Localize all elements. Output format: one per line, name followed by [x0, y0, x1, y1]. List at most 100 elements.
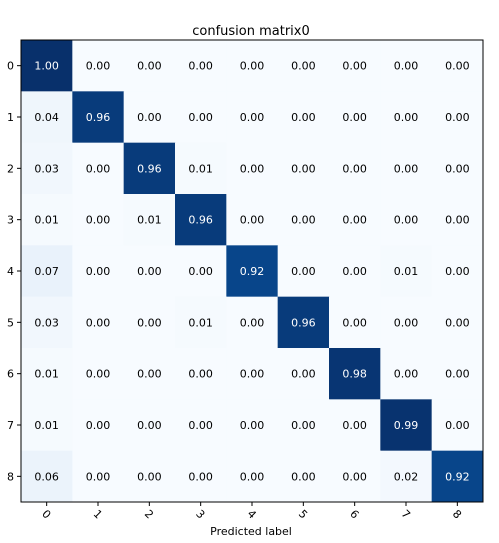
cell-value-label: 0.00 — [394, 111, 419, 124]
heatmap-cell-r3-c5 — [277, 194, 330, 246]
heatmap-cell-r7-c5 — [277, 399, 330, 452]
heatmap-cell-r0-c1 — [72, 40, 125, 92]
cell-value-label: 0.00 — [240, 470, 265, 483]
heatmap-cell-r7-c7 — [380, 399, 433, 452]
cell-value-label: 0.92 — [240, 265, 265, 278]
y-tick-label: 8 — [7, 470, 14, 483]
cell-value-label: 0.01 — [137, 214, 162, 227]
heatmap-cell-r2-c5 — [277, 142, 330, 195]
cell-value-label: 0.92 — [445, 470, 470, 483]
cell-value-label: 0.00 — [342, 162, 367, 175]
heatmap-cell-r4-c3 — [175, 245, 227, 298]
cell-value-label: 0.01 — [34, 419, 59, 432]
cell-value-label: 0.00 — [240, 214, 265, 227]
heatmap-cell-r5-c1 — [72, 296, 125, 349]
cell-value-label: 0.00 — [342, 214, 367, 227]
cell-value-label: 0.04 — [34, 111, 59, 124]
chart-title: confusion matrix0 — [192, 24, 310, 39]
cell-value-label: 0.00 — [240, 316, 265, 329]
x-tick-label: 0 — [39, 507, 53, 521]
cell-value-label: 0.00 — [86, 470, 111, 483]
cell-value-label: 0.00 — [240, 162, 265, 175]
heatmap-cell-r4-c8 — [431, 245, 484, 298]
heatmap-cell-r8-c0 — [21, 450, 73, 503]
heatmap-cell-r7-c2 — [123, 399, 176, 452]
heatmap-cell-r3-c8 — [431, 194, 484, 246]
cell-value-label: 0.00 — [394, 60, 419, 73]
cell-value-label: 0.00 — [86, 265, 111, 278]
cell-value-label: 0.00 — [291, 265, 316, 278]
cell-value-label: 0.00 — [240, 368, 265, 381]
cell-value-label: 0.01 — [394, 265, 419, 278]
heatmap-cell-r5-c2 — [123, 296, 176, 349]
heatmap-cell-r6-c1 — [72, 348, 125, 400]
y-tick-label: 5 — [7, 316, 14, 329]
heatmap-cell-r0-c2 — [123, 40, 176, 92]
cell-value-label: 0.00 — [291, 111, 316, 124]
cell-value-label: 0.00 — [188, 265, 213, 278]
heatmap-cell-r6-c5 — [277, 348, 330, 400]
cell-value-label: 0.00 — [188, 470, 213, 483]
cell-value-label: 0.00 — [291, 60, 316, 73]
cell-value-label: 0.98 — [342, 368, 367, 381]
cell-value-label: 0.99 — [394, 419, 419, 432]
heatmap-cell-labels: 1.00 0.00 0.00 0.00 0.00 0.00 0.00 0.00 0.00 0.04… — [34, 60, 469, 484]
heatmap-cell-r8-c2 — [123, 450, 176, 503]
heatmap-cell-r7-c6 — [329, 399, 381, 452]
cell-value-label: 0.00 — [188, 60, 213, 73]
y-tick-label: 4 — [7, 265, 14, 278]
cell-value-label: 0.00 — [445, 111, 470, 124]
y-tick-label: 1 — [7, 111, 14, 124]
x-tick-label: 5 — [296, 507, 310, 521]
heatmap-cell-r1-c1 — [72, 91, 125, 144]
heatmap-cell-r5-c7 — [380, 296, 433, 349]
y-tick-label: 7 — [7, 419, 14, 432]
heatmap-cell-r0-c8 — [431, 40, 484, 92]
cell-value-label: 0.01 — [34, 368, 59, 381]
cell-value-label: 0.00 — [291, 214, 316, 227]
heatmap-cell-r0-c0 — [21, 40, 73, 92]
cell-value-label: 0.00 — [137, 419, 162, 432]
cell-value-label: 0.00 — [137, 265, 162, 278]
x-tick-label: 1 — [91, 507, 105, 521]
heatmap-cell-r2-c8 — [431, 142, 484, 195]
heatmap-cell-r8-c8 — [431, 450, 484, 503]
cell-value-label: 0.00 — [291, 368, 316, 381]
heatmap-cell-r7-c0 — [21, 399, 73, 452]
heatmap-cell-r0-c5 — [277, 40, 330, 92]
heatmap-cell-r1-c5 — [277, 91, 330, 144]
cell-value-label: 0.00 — [394, 214, 419, 227]
x-axis-label: Predicted label — [210, 525, 292, 538]
heatmap-cell-r5-c5 — [277, 296, 330, 349]
cell-value-label: 0.07 — [34, 265, 59, 278]
cell-value-label: 0.02 — [394, 470, 419, 483]
heatmap-cell-r7-c4 — [226, 399, 279, 452]
heatmap-cell-r5-c4 — [226, 296, 279, 349]
cell-value-label: 0.00 — [342, 111, 367, 124]
cell-value-label: 0.00 — [137, 111, 162, 124]
heatmap-cell-r2-c2 — [123, 142, 176, 195]
cell-value-label: 0.00 — [445, 368, 470, 381]
cell-value-label: 0.00 — [86, 419, 111, 432]
cell-value-label: 0.96 — [86, 111, 111, 124]
cell-value-label: 0.00 — [394, 162, 419, 175]
cell-value-label: 0.00 — [188, 419, 213, 432]
cell-value-label: 0.00 — [342, 60, 367, 73]
heatmap-cell-r4-c0 — [21, 245, 73, 298]
x-tick-label: 6 — [347, 507, 361, 521]
y-axis-ticks: 0 1 2 3 4 5 6 7 8 — [7, 60, 21, 483]
cell-value-label: 0.00 — [445, 265, 470, 278]
x-axis-ticks: 0 1 2 3 4 5 6 7 8 — [39, 502, 464, 521]
heatmap-cell-r2-c1 — [72, 142, 125, 195]
cell-value-label: 0.00 — [240, 111, 265, 124]
heatmap-cell-r4-c7 — [380, 245, 433, 298]
heatmap-cell-r0-c4 — [226, 40, 279, 92]
y-tick-label: 3 — [7, 214, 14, 227]
cell-value-label: 0.00 — [137, 470, 162, 483]
cell-value-label: 0.00 — [86, 368, 111, 381]
heatmap-cell-r1-c8 — [431, 91, 484, 144]
heatmap-cell-r3-c4 — [226, 194, 279, 246]
y-tick-label: 2 — [7, 162, 14, 175]
cell-value-label: 0.96 — [188, 214, 213, 227]
